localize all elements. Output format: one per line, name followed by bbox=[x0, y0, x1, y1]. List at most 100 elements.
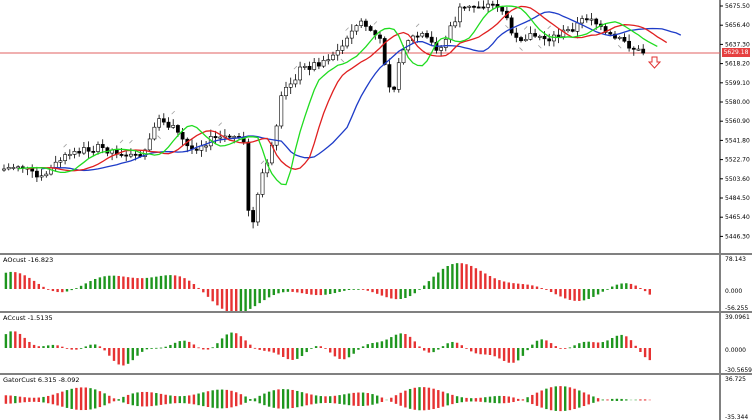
candle bbox=[392, 86, 397, 90]
pane-separator[interactable] bbox=[0, 253, 752, 255]
candle bbox=[86, 147, 91, 152]
ao-indicator-pane[interactable]: 78.143 0.000 -56.255 AOcust -16.823 bbox=[0, 255, 752, 311]
candle bbox=[401, 49, 406, 64]
fractal-marker bbox=[157, 135, 161, 139]
gator-indicator-pane[interactable]: 36.725 -35.344 GatorCust 6.315 -8.092 bbox=[0, 375, 752, 420]
price-tick-label: 5503.60 bbox=[725, 176, 750, 183]
indicator-tick-label: 0.0000 bbox=[725, 347, 746, 354]
ao-histogram-bar bbox=[465, 264, 468, 289]
ao-histogram-bar bbox=[333, 289, 337, 294]
ac-histogram-bar bbox=[521, 348, 525, 356]
gator-histogram-bar bbox=[470, 400, 473, 402]
ac-histogram-bar bbox=[601, 342, 604, 348]
candle bbox=[96, 144, 100, 152]
gator-histogram-bar bbox=[37, 400, 40, 402]
ac-indicator-pane[interactable]: 39.0961 0.0000 -30.5659 ACcust -1.5135 bbox=[0, 313, 752, 373]
ao-histogram-bar bbox=[361, 289, 365, 290]
candle bbox=[443, 39, 448, 48]
candle bbox=[293, 79, 298, 85]
gator-histogram-bar bbox=[545, 388, 548, 400]
gator-histogram-bar bbox=[286, 400, 290, 409]
ao-histogram-bar bbox=[230, 289, 233, 311]
ac-histogram-bar bbox=[629, 340, 633, 348]
gator-histogram-bar bbox=[451, 400, 454, 405]
gator-histogram-bar bbox=[611, 400, 614, 401]
ao-histogram-bar bbox=[122, 276, 125, 289]
gator-histogram-bar bbox=[606, 399, 609, 400]
ao-histogram-bar bbox=[587, 289, 590, 299]
price-pane[interactable]: 5675.50 5656.40 5637.30 5618.20 5599.10 5580.… bbox=[0, 0, 752, 253]
ac-histogram-bar bbox=[122, 348, 125, 366]
gator-histogram-bar bbox=[578, 400, 581, 408]
pane-separator[interactable] bbox=[0, 311, 752, 313]
gator-histogram-bar bbox=[47, 395, 50, 400]
gator-histogram-bar bbox=[343, 400, 346, 405]
ac-histogram-bar bbox=[178, 341, 181, 348]
ao-histogram-bar bbox=[103, 276, 106, 289]
ac-histogram-bar bbox=[188, 341, 191, 348]
gator-histogram-bar bbox=[141, 391, 144, 400]
candle bbox=[570, 29, 575, 32]
gator-histogram-bar bbox=[70, 400, 73, 409]
candle bbox=[537, 35, 542, 38]
candle bbox=[439, 47, 444, 51]
ac-histogram-bar bbox=[263, 348, 266, 351]
ao-histogram-bar bbox=[521, 284, 525, 289]
gator-histogram-bar bbox=[455, 396, 459, 400]
ac-histogram-bar bbox=[103, 348, 106, 351]
price-chart[interactable]: 5675.50 5656.40 5637.30 5618.20 5599.10 5580.… bbox=[0, 0, 752, 253]
ao-histogram-bar bbox=[18, 273, 22, 289]
pane-separator[interactable] bbox=[0, 373, 752, 375]
gator-histogram-bar bbox=[103, 400, 106, 406]
ao-histogram-bar bbox=[564, 289, 567, 299]
gator-histogram-bar bbox=[446, 393, 449, 400]
gator-histogram-bar bbox=[361, 400, 365, 406]
candle bbox=[218, 136, 223, 139]
ac-histogram-bar bbox=[427, 348, 431, 353]
gator-histogram-bar bbox=[108, 400, 111, 404]
gator-histogram-bar bbox=[474, 400, 478, 402]
ao-histogram-bar bbox=[98, 277, 102, 289]
ac-histogram-bar bbox=[399, 333, 402, 348]
candle bbox=[500, 7, 505, 12]
gator-histogram-bar bbox=[643, 399, 647, 400]
ac-histogram-bar bbox=[249, 344, 252, 348]
gator-histogram-bar bbox=[559, 400, 562, 412]
ac-histogram-bar bbox=[517, 348, 520, 361]
gator-histogram-bar bbox=[150, 392, 153, 400]
gator-histogram-bar bbox=[84, 387, 87, 400]
candle bbox=[288, 83, 293, 88]
gator-histogram-bar bbox=[305, 393, 308, 400]
ao-histogram-bar bbox=[484, 273, 487, 289]
price-tick-label: 5522.70 bbox=[725, 157, 750, 164]
candle bbox=[556, 34, 561, 38]
ao-histogram-bar bbox=[272, 289, 275, 296]
candle bbox=[514, 32, 519, 38]
ac-histogram-bar bbox=[286, 348, 290, 360]
ac-histogram-bar bbox=[23, 337, 26, 348]
candle bbox=[387, 64, 392, 88]
ao-histogram-bar bbox=[540, 288, 543, 289]
gator-histogram-bar bbox=[37, 397, 40, 400]
gator-histogram-bar bbox=[131, 400, 134, 406]
candle bbox=[481, 6, 486, 9]
gator-histogram-bar bbox=[526, 397, 529, 400]
gator-histogram-bar bbox=[366, 393, 369, 400]
gator-histogram-bar bbox=[502, 400, 506, 404]
ao-histogram-bar bbox=[648, 289, 651, 295]
ac-histogram-bar bbox=[564, 348, 567, 349]
ao-histogram-bar bbox=[28, 277, 31, 289]
ao-histogram-bar bbox=[376, 289, 379, 294]
gator-histogram-bar bbox=[465, 400, 468, 402]
gator-histogram-bar bbox=[51, 400, 55, 405]
gator-histogram-bar bbox=[423, 387, 426, 400]
ac-histogram-bar bbox=[347, 348, 351, 358]
gator-histogram-bar bbox=[61, 391, 64, 400]
ao-histogram-bar bbox=[145, 277, 149, 289]
ao-histogram-bar bbox=[319, 289, 322, 296]
gator-histogram-bar bbox=[319, 400, 322, 404]
candle bbox=[58, 160, 63, 163]
candle bbox=[260, 172, 265, 195]
ac-histogram-bar bbox=[502, 348, 506, 361]
